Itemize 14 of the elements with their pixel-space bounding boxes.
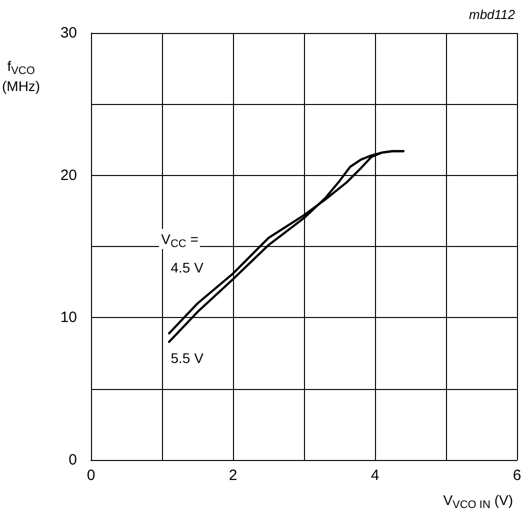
y-tick-label: 20: [60, 166, 77, 184]
series-label: 4.5 V: [170, 259, 204, 276]
annotation: V$_{CC}$ =: [159, 229, 200, 250]
text: mbd112: [468, 7, 516, 22]
x-tick-label: 2: [228, 467, 238, 484]
y-tick-label: 10: [60, 309, 77, 326]
y-tick-label: 30: [60, 24, 77, 42]
x-axis-title: V$_{VCO IN}$ (V): [443, 491, 513, 511]
y-tick-label: 0: [68, 452, 77, 468]
x-tick-label: 4: [370, 467, 380, 484]
series-label: 5.5 V: [170, 350, 204, 366]
x-tick-label: 6: [512, 467, 522, 484]
y-axis-title: f$_{VCO}$ (MHz): [2, 57, 40, 96]
x-tick-label: 0: [86, 467, 96, 484]
